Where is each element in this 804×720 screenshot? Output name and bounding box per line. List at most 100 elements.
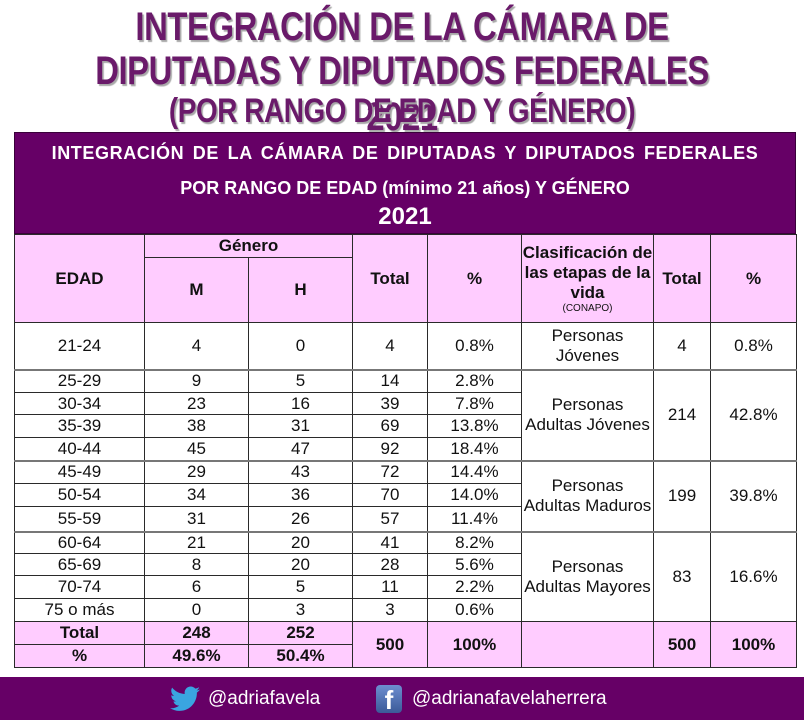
cell-edad: 30-34: [14, 392, 145, 415]
cell-total: 57: [352, 506, 428, 532]
cell-h: 3: [248, 598, 353, 622]
grand-total: 500: [352, 621, 428, 668]
cell-m: 8: [144, 553, 249, 576]
cell-m: 21: [144, 530, 249, 554]
cell-edad: 21-24: [14, 322, 145, 370]
social-footer: @adriafavela f @adrianafavelaherrera: [0, 677, 804, 720]
cell-edad: 45-49: [14, 459, 145, 484]
total-label: Total: [14, 621, 145, 645]
cell-pct: 0.6%: [427, 598, 522, 622]
stage-total-blank: [521, 621, 654, 668]
facebook-handle-link[interactable]: f @adrianafavelaherrera: [376, 677, 607, 720]
totals-row: Total 248 252 500 100% 500 100%: [14, 621, 797, 668]
stage-total: 199: [653, 459, 711, 532]
table-row: 75 o más 0 3 3 0.6%: [14, 598, 797, 622]
cell-pct: 8.2%: [427, 530, 522, 554]
band-year: 2021: [378, 203, 432, 230]
cell-h: 36: [248, 483, 353, 507]
twitter-handle-link[interactable]: @adriafavela: [170, 677, 320, 720]
cell-m: 29: [144, 459, 249, 484]
title-line-2: DIPUTADAS Y DIPUTADOS FEDERALES 2021: [95, 49, 709, 139]
page-title: INTEGRACIÓN DE LA CÁMARA DE DIPUTADAS Y …: [0, 0, 804, 139]
table-row: 40-44 45 47 92 18.4%: [14, 437, 797, 461]
facebook-handle: @adrianafavelaherrera: [412, 687, 607, 709]
col-header-genero: Género: [144, 234, 353, 258]
stage-pct: 16.6%: [710, 530, 797, 622]
clasificacion-source: (CONAPO): [562, 302, 613, 314]
cell-m: 23: [144, 392, 249, 415]
band-line-2: POR RANGO DE EDAD (mínimo 21 años) Y GÉN…: [180, 178, 630, 198]
cell-edad: 55-59: [14, 506, 145, 532]
table-row: 50-54 34 36 70 14.0%: [14, 483, 797, 507]
cell-pct: 13.8%: [427, 414, 522, 438]
stage-label: Personas Adultas Jóvenes: [521, 368, 654, 461]
col-header-total: Total: [352, 234, 428, 323]
cell-h: 26: [248, 506, 353, 532]
stage-label: Personas Adultas Maduros: [521, 459, 654, 532]
col-header-edad: EDAD: [14, 234, 145, 323]
facebook-f-icon: f: [376, 684, 402, 713]
col-header-pct-stage: %: [710, 234, 797, 323]
cell-pct: 14.4%: [427, 459, 522, 484]
cell-m: 0: [144, 598, 249, 622]
stage-label: Personas Adultas Mayores: [521, 530, 654, 622]
pct-m: 49.6%: [144, 644, 249, 668]
data-grid: EDAD Género Total % Clasificación de las…: [14, 234, 797, 668]
cell-h: 5: [248, 575, 353, 599]
cell-h: 20: [248, 553, 353, 576]
cell-pct: 2.8%: [427, 368, 522, 393]
cell-total: 41: [352, 530, 428, 554]
pct-h: 50.4%: [248, 644, 353, 668]
col-header-h: H: [248, 257, 353, 323]
cell-pct: 2.2%: [427, 575, 522, 599]
cell-pct: 7.8%: [427, 392, 522, 415]
grand-pct: 100%: [427, 621, 522, 668]
col-header-m: M: [144, 257, 249, 323]
stage-grand-pct: 100%: [710, 621, 797, 668]
stage-pct: 0.8%: [710, 322, 797, 370]
cell-total: 72: [352, 459, 428, 484]
cell-total: 3: [352, 598, 428, 622]
table-row: 25-29 9 5 14 2.8% Personas Adultas Jóven…: [14, 368, 797, 461]
cell-edad: 25-29: [14, 368, 145, 393]
cell-h: 5: [248, 368, 353, 393]
cell-total: 4: [352, 322, 428, 370]
stage-total: 4: [653, 322, 711, 370]
cell-edad: 35-39: [14, 414, 145, 438]
cell-m: 45: [144, 437, 249, 461]
cell-edad: 75 o más: [14, 598, 145, 622]
cell-total: 69: [352, 414, 428, 438]
table-title-band: INTEGRACIÓN DE LA CÁMARA DE DIPUTADAS Y …: [14, 132, 796, 234]
stage-grand-total: 500: [653, 621, 711, 668]
stage-pct: 39.8%: [710, 459, 797, 532]
total-h: 252: [248, 621, 353, 645]
cell-pct: 0.8%: [427, 322, 522, 370]
cell-h: 31: [248, 414, 353, 438]
table-row: 65-69 8 20 28 5.6%: [14, 553, 797, 576]
cell-h: 43: [248, 459, 353, 484]
table-row: 21-24 4 0 4 0.8% Personas Jóvenes 4 0.8%: [14, 322, 797, 370]
col-header-total-stage: Total: [653, 234, 711, 323]
cell-h: 47: [248, 437, 353, 461]
table-row: 35-39 38 31 69 13.8%: [14, 414, 797, 438]
twitter-bird-icon: [170, 686, 200, 711]
band-line-1: INTEGRACIÓN DE LA CÁMARA DE DIPUTADAS Y …: [51, 143, 759, 163]
cell-m: 4: [144, 322, 249, 370]
cell-m: 34: [144, 483, 249, 507]
pct-label: %: [14, 644, 145, 668]
cell-total: 28: [352, 553, 428, 576]
stage-pct: 42.8%: [710, 368, 797, 461]
cell-pct: 14.0%: [427, 483, 522, 507]
title-line-3: (POR RANGO DE EDAD Y GÉNERO): [168, 92, 636, 130]
cell-h: 16: [248, 392, 353, 415]
header-row-1: EDAD Género Total % Clasificación de las…: [14, 234, 797, 323]
cell-pct: 5.6%: [427, 553, 522, 576]
cell-m: 9: [144, 368, 249, 393]
percent-row: % 49.6% 50.4%: [14, 644, 797, 668]
cell-total: 39: [352, 392, 428, 415]
cell-total: 92: [352, 437, 428, 461]
cell-m: 31: [144, 506, 249, 532]
cell-m: 38: [144, 414, 249, 438]
cell-edad: 60-64: [14, 530, 145, 554]
table-row: 55-59 31 26 57 11.4%: [14, 506, 797, 532]
